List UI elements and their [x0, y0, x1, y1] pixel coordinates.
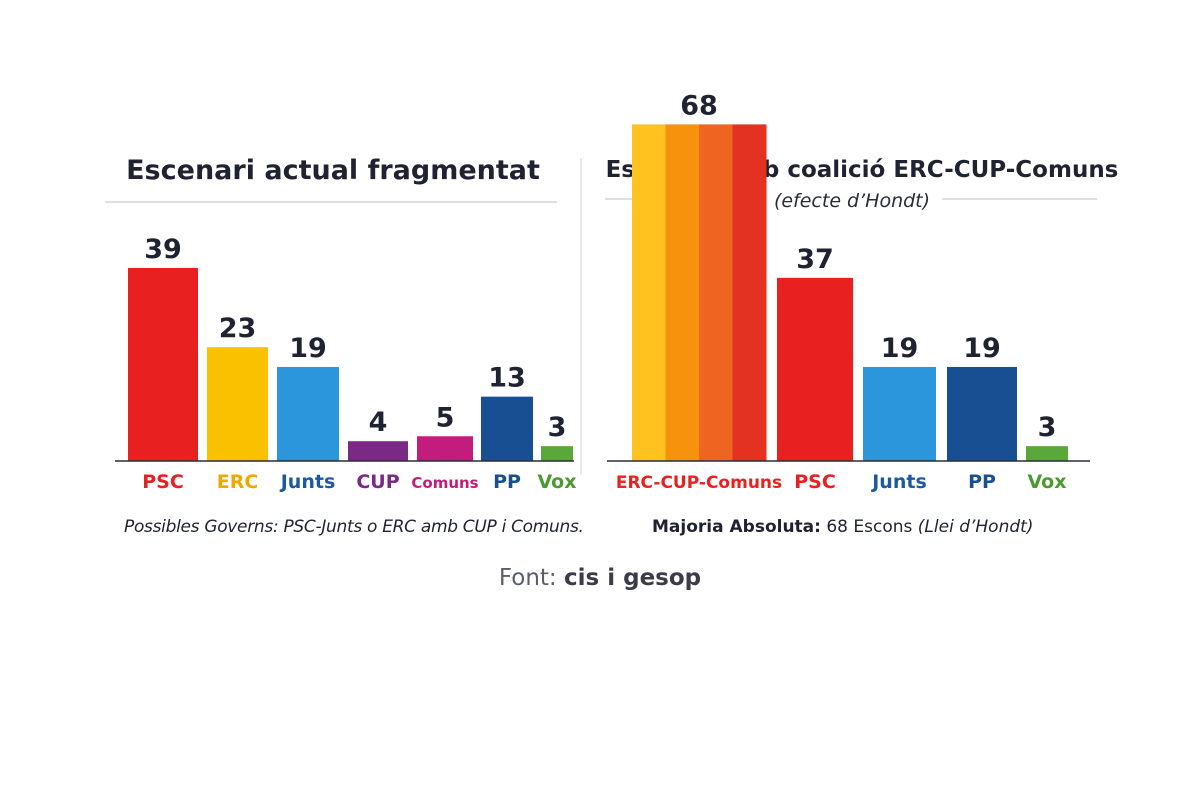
bar-stripe-4: [732, 124, 767, 462]
category-label: Vox: [538, 471, 577, 493]
bar-stripe-1: [632, 124, 666, 462]
category-label: Junts: [279, 471, 336, 493]
bar-value-label: 39: [144, 234, 182, 265]
bar-psc: [777, 277, 853, 461]
bar-value-label: 23: [219, 313, 257, 344]
source-credit: Font: cis i gesop: [0, 565, 1200, 591]
bar-vox: [541, 446, 573, 461]
bar-psc: [128, 267, 198, 461]
bar-value-label: 3: [548, 412, 567, 443]
category-label: ERC-CUP-Comuns: [616, 473, 782, 493]
category-label: CUP: [356, 471, 399, 493]
bar-vox: [1026, 446, 1068, 461]
source-name: cis i gesop: [564, 565, 702, 591]
category-label: PP: [968, 471, 996, 493]
bar-pp: [947, 366, 1017, 461]
category-label: PP: [493, 471, 521, 493]
bar-value-label: 3: [1038, 412, 1057, 443]
bar-comuns: [417, 436, 473, 461]
bar-value-label: 19: [881, 333, 919, 364]
category-label: ERC: [217, 471, 259, 493]
caption-majority-label: Majoria Absoluta:: [652, 517, 821, 537]
bar-value-label: 19: [289, 333, 327, 364]
caption-governments: Possibles Governs: PSC-Junts o ERC amb C…: [124, 517, 584, 537]
category-label: Vox: [1028, 471, 1067, 493]
category-label: PSC: [794, 471, 836, 493]
bar-value-label: 37: [796, 244, 834, 275]
source-prefix: Font:: [498, 565, 564, 591]
caption-majority-note: (Llei d’Hondt): [917, 517, 1034, 537]
category-label: Junts: [870, 471, 927, 493]
bar-junts: [277, 366, 339, 461]
bar-value-label: 68: [680, 90, 718, 121]
caption-majority: Majoria Absoluta: 68 Escons (Llei d’Hond…: [652, 517, 1033, 537]
bar-pp: [481, 396, 533, 461]
caption-majority-value: 68 Escons: [820, 517, 918, 537]
category-label: Comuns: [411, 474, 478, 492]
bar-value-label: 13: [488, 363, 526, 394]
bar-value-label: 5: [436, 402, 455, 433]
bar-stripe-2: [665, 124, 700, 462]
bar-cup: [348, 441, 408, 461]
bar-value-label: 19: [963, 333, 1001, 364]
category-label: PSC: [142, 471, 184, 493]
chart-subtitle: (efecte d’Hondt): [774, 190, 930, 212]
chart-title: Escenari actual fragmentat: [126, 155, 540, 186]
bar-stripe-3: [699, 124, 733, 462]
bar-junts: [863, 366, 936, 461]
bar-erc: [207, 347, 268, 461]
bar-value-label: 4: [369, 407, 388, 438]
